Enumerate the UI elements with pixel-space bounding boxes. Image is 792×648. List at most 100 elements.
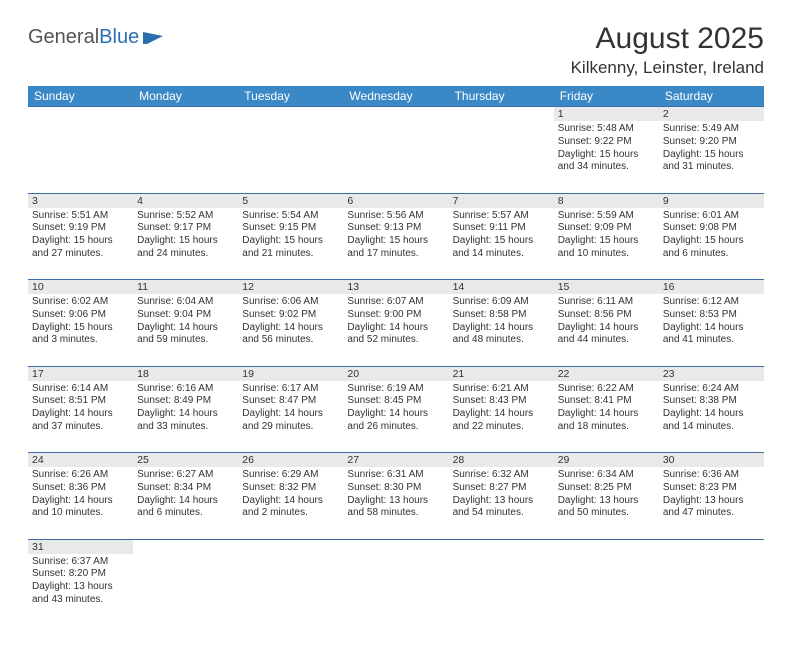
sunrise-text: Sunrise: 5:48 AM: [558, 123, 655, 136]
sunset-text: Sunset: 8:51 PM: [32, 395, 129, 408]
day-content-cell: Sunrise: 6:12 AMSunset: 8:53 PMDaylight:…: [659, 294, 764, 366]
day-content-cell: [133, 121, 238, 193]
day-number-cell: 24: [28, 453, 133, 468]
day-number-cell: 25: [133, 453, 238, 468]
content-row: Sunrise: 6:37 AMSunset: 8:20 PMDaylight:…: [28, 554, 764, 626]
sunrise-text: Sunrise: 6:32 AM: [453, 469, 550, 482]
sunset-text: Sunset: 9:19 PM: [32, 222, 129, 235]
weekday-header: Wednesday: [343, 86, 448, 107]
sunset-text: Sunset: 8:58 PM: [453, 309, 550, 322]
daylight1-text: Daylight: 14 hours: [137, 322, 234, 335]
daylight1-text: Daylight: 14 hours: [242, 322, 339, 335]
day-number: 23: [663, 368, 675, 380]
sunrise-text: Sunrise: 6:16 AM: [137, 383, 234, 396]
page: GeneralBlue August 2025 Kilkenny, Leinst…: [0, 0, 792, 648]
daylight2-text: and 6 minutes.: [663, 248, 760, 261]
weekday-header: Sunday: [28, 86, 133, 107]
daynum-row: 3456789: [28, 193, 764, 208]
day-number-cell: 14: [449, 280, 554, 295]
day-number: 19: [242, 368, 254, 380]
sunset-text: Sunset: 8:20 PM: [32, 568, 129, 581]
day-content-cell: Sunrise: 6:29 AMSunset: 8:32 PMDaylight:…: [238, 467, 343, 539]
sunset-text: Sunset: 8:27 PM: [453, 482, 550, 495]
day-number-cell: [659, 539, 764, 554]
day-content-cell: [449, 554, 554, 626]
day-number: 13: [347, 281, 359, 293]
day-content-cell: Sunrise: 6:01 AMSunset: 9:08 PMDaylight:…: [659, 208, 764, 280]
day-number-cell: 17: [28, 366, 133, 381]
day-content-cell: [238, 121, 343, 193]
sunset-text: Sunset: 9:13 PM: [347, 222, 444, 235]
day-number-cell: [238, 107, 343, 122]
sunset-text: Sunset: 8:38 PM: [663, 395, 760, 408]
day-number-cell: 4: [133, 193, 238, 208]
day-number: 31: [32, 541, 44, 553]
daylight2-text: and 27 minutes.: [32, 248, 129, 261]
day-content-cell: Sunrise: 6:07 AMSunset: 9:00 PMDaylight:…: [343, 294, 448, 366]
day-content-cell: [659, 554, 764, 626]
daylight2-text: and 50 minutes.: [558, 507, 655, 520]
day-number: 3: [32, 195, 38, 207]
sunrise-text: Sunrise: 6:36 AM: [663, 469, 760, 482]
content-row: Sunrise: 5:51 AMSunset: 9:19 PMDaylight:…: [28, 208, 764, 280]
sunrise-text: Sunrise: 6:31 AM: [347, 469, 444, 482]
day-number: 16: [663, 281, 675, 293]
calendar-body: 12Sunrise: 5:48 AMSunset: 9:22 PMDayligh…: [28, 107, 764, 626]
sunrise-text: Sunrise: 6:21 AM: [453, 383, 550, 396]
day-number-cell: 3: [28, 193, 133, 208]
daynum-row: 12: [28, 107, 764, 122]
daylight2-text: and 52 minutes.: [347, 334, 444, 347]
day-number: 10: [32, 281, 44, 293]
daylight2-text: and 22 minutes.: [453, 421, 550, 434]
sunset-text: Sunset: 8:32 PM: [242, 482, 339, 495]
logo: GeneralBlue: [28, 26, 165, 49]
day-number-cell: 10: [28, 280, 133, 295]
logo-text-blue: Blue: [99, 26, 139, 49]
location: Kilkenny, Leinster, Ireland: [571, 58, 764, 78]
daylight1-text: Daylight: 14 hours: [242, 408, 339, 421]
sunrise-text: Sunrise: 6:37 AM: [32, 556, 129, 569]
sunset-text: Sunset: 8:30 PM: [347, 482, 444, 495]
day-number-cell: [343, 539, 448, 554]
sunrise-text: Sunrise: 6:02 AM: [32, 296, 129, 309]
day-content-cell: Sunrise: 6:09 AMSunset: 8:58 PMDaylight:…: [449, 294, 554, 366]
daylight1-text: Daylight: 15 hours: [137, 235, 234, 248]
sunrise-text: Sunrise: 6:07 AM: [347, 296, 444, 309]
day-number-cell: 16: [659, 280, 764, 295]
sunset-text: Sunset: 9:15 PM: [242, 222, 339, 235]
daylight1-text: Daylight: 15 hours: [347, 235, 444, 248]
sunrise-text: Sunrise: 5:57 AM: [453, 210, 550, 223]
sunrise-text: Sunrise: 5:49 AM: [663, 123, 760, 136]
day-number-cell: [133, 107, 238, 122]
sunrise-text: Sunrise: 5:52 AM: [137, 210, 234, 223]
title-block: August 2025 Kilkenny, Leinster, Ireland: [571, 22, 764, 78]
day-number-cell: 8: [554, 193, 659, 208]
daylight1-text: Daylight: 14 hours: [137, 495, 234, 508]
sunset-text: Sunset: 8:56 PM: [558, 309, 655, 322]
day-number-cell: 26: [238, 453, 343, 468]
sunrise-text: Sunrise: 6:06 AM: [242, 296, 339, 309]
daylight2-text: and 48 minutes.: [453, 334, 550, 347]
daylight2-text: and 58 minutes.: [347, 507, 444, 520]
daynum-row: 17181920212223: [28, 366, 764, 381]
calendar-table: Sunday Monday Tuesday Wednesday Thursday…: [28, 86, 764, 626]
sunset-text: Sunset: 8:41 PM: [558, 395, 655, 408]
sunrise-text: Sunrise: 5:59 AM: [558, 210, 655, 223]
day-number: 24: [32, 454, 44, 466]
day-number: 30: [663, 454, 675, 466]
day-content-cell: Sunrise: 6:37 AMSunset: 8:20 PMDaylight:…: [28, 554, 133, 626]
sunset-text: Sunset: 8:43 PM: [453, 395, 550, 408]
daylight2-text: and 17 minutes.: [347, 248, 444, 261]
daylight1-text: Daylight: 14 hours: [347, 408, 444, 421]
day-number: 17: [32, 368, 44, 380]
sunset-text: Sunset: 9:02 PM: [242, 309, 339, 322]
day-number: 22: [558, 368, 570, 380]
sunset-text: Sunset: 8:36 PM: [32, 482, 129, 495]
daylight2-text: and 6 minutes.: [137, 507, 234, 520]
daylight1-text: Daylight: 13 hours: [32, 581, 129, 594]
weekday-header: Thursday: [449, 86, 554, 107]
day-number-cell: 22: [554, 366, 659, 381]
sunset-text: Sunset: 9:20 PM: [663, 136, 760, 149]
day-content-cell: [238, 554, 343, 626]
day-content-cell: Sunrise: 6:34 AMSunset: 8:25 PMDaylight:…: [554, 467, 659, 539]
